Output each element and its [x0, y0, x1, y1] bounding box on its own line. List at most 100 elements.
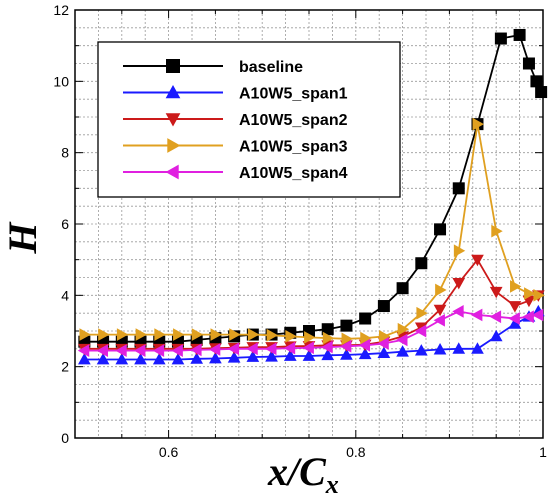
data-point [433, 313, 445, 327]
data-point [533, 288, 545, 302]
data-point [79, 328, 91, 341]
data-point [494, 32, 507, 45]
y-axis-title: H [0, 221, 45, 255]
data-point [377, 300, 390, 313]
data-point [471, 254, 484, 267]
data-point [472, 117, 485, 131]
data-point [396, 282, 409, 295]
data-point [452, 342, 466, 354]
data-point [522, 57, 535, 70]
data-point [470, 308, 483, 322]
data-point [265, 350, 278, 362]
x-axis-title-main: x/C [267, 449, 327, 494]
data-point [98, 328, 110, 341]
x-axis-title: x/Cx [267, 449, 339, 499]
data-point [339, 339, 352, 353]
legend-label: baseline [239, 59, 303, 76]
data-point [508, 312, 520, 325]
data-point [171, 344, 183, 357]
data-point [452, 182, 465, 195]
series-a10w5-span1 [78, 304, 545, 365]
data-point [96, 344, 108, 357]
data-point [134, 353, 147, 365]
legend-item: A10W5_span1 [123, 84, 348, 103]
data-point [452, 305, 464, 318]
y-tick-label: 12 [53, 2, 69, 18]
data-point [246, 342, 258, 356]
data-point [191, 328, 204, 341]
data-point [209, 351, 222, 364]
data-point [152, 344, 165, 357]
data-point [302, 341, 314, 355]
x-tick-label: 1 [539, 444, 547, 460]
data-point [531, 308, 544, 322]
data-point [359, 312, 372, 325]
data-point [171, 353, 185, 365]
data-point [321, 348, 335, 361]
data-point [415, 257, 428, 270]
data-point [396, 345, 409, 357]
legend: baseline A10W5_span1 A10W5_span2 A10W5_span… [97, 41, 401, 198]
data-point [154, 328, 166, 341]
data-point [414, 344, 428, 356]
data-point [77, 344, 90, 357]
legend-marker [165, 84, 181, 99]
data-point [208, 343, 221, 356]
legend-item: A10W5_span4 [123, 164, 348, 182]
data-point [341, 332, 353, 346]
data-point [524, 287, 536, 300]
data-point [227, 351, 241, 363]
y-tick-label: 2 [61, 359, 69, 375]
data-point [321, 340, 333, 354]
y-tick-label: 8 [61, 145, 69, 161]
data-point [302, 349, 316, 361]
legend-marker [165, 164, 179, 180]
data-point [358, 338, 371, 352]
data-point [396, 333, 408, 347]
data-point [227, 342, 240, 356]
legend-marker [166, 59, 180, 73]
data-point [322, 331, 335, 345]
data-point [397, 322, 410, 336]
data-point [152, 353, 166, 365]
data-point [433, 304, 447, 317]
data-point [508, 301, 522, 313]
data-point [190, 343, 202, 357]
data-point [283, 349, 297, 361]
data-point [285, 330, 297, 343]
data-point [530, 75, 543, 88]
data-point [491, 224, 503, 238]
data-point [489, 310, 502, 324]
data-point [173, 328, 185, 341]
data-point [522, 310, 534, 324]
legend-item: A10W5_span2 [123, 112, 348, 129]
data-point [535, 86, 548, 99]
data-point [266, 328, 279, 342]
legend-item: baseline [123, 59, 303, 76]
data-point [360, 331, 372, 345]
x-axis-title-subscript: x [325, 470, 339, 499]
legend-label: A10W5_span4 [239, 165, 348, 182]
legend-label: A10W5_span1 [239, 86, 348, 103]
legend-item: A10W5_span3 [123, 138, 348, 156]
data-point [265, 342, 277, 356]
y-tick-label: 6 [61, 216, 69, 232]
data-point [452, 277, 466, 290]
data-point [247, 328, 260, 341]
data-point [377, 346, 391, 359]
data-point [435, 283, 447, 297]
data-point [229, 328, 241, 341]
data-point [377, 337, 389, 350]
data-point [115, 344, 127, 357]
data-point [489, 329, 503, 342]
data-point [378, 330, 391, 343]
data-point [133, 344, 146, 357]
x-tick-label: 0.8 [346, 444, 366, 460]
data-point [489, 286, 503, 299]
legend-label: A10W5_span3 [239, 139, 348, 156]
data-point [340, 319, 353, 332]
data-point [304, 331, 316, 344]
data-point [96, 353, 110, 365]
data-point [358, 347, 372, 360]
